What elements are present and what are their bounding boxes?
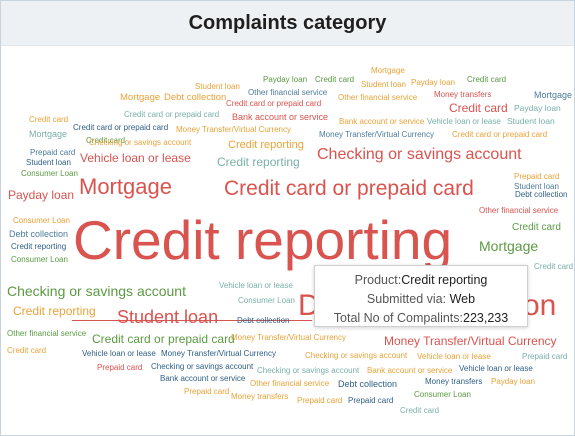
word-cloud: Mortgage Student loan Payday loan Credit ca… bbox=[1, 46, 574, 435]
tooltip-product-label: Product: bbox=[354, 273, 402, 287]
word-cloud-item[interactable]: Other financial service bbox=[250, 379, 330, 388]
word-cloud-item[interactable]: Payday loan bbox=[263, 75, 308, 84]
word-cloud-item[interactable]: Payday loan bbox=[8, 188, 75, 202]
word-cloud-item[interactable]: Consumer Loan bbox=[11, 255, 68, 264]
page-title: Complaints category bbox=[188, 11, 387, 34]
word-cloud-item[interactable]: Money Transfer/Virtual Currency bbox=[176, 125, 292, 134]
word-cloud-item[interactable]: Mortgage bbox=[479, 238, 539, 254]
word-cloud-item[interactable]: Credit card bbox=[86, 136, 126, 145]
word-cloud-item[interactable]: Prepaid card bbox=[97, 363, 143, 372]
word-cloud-item[interactable]: Debt collection bbox=[338, 379, 398, 389]
word-cloud-item[interactable]: Credit card bbox=[467, 75, 507, 84]
word-cloud-item[interactable]: Credit card bbox=[449, 101, 508, 115]
word-cloud-item[interactable]: Vehicle loan or lease bbox=[459, 364, 533, 373]
word-cloud-item[interactable]: Mortgage bbox=[371, 66, 405, 75]
word-cloud-item[interactable]: Credit reporting bbox=[73, 209, 453, 271]
word-cloud-item[interactable]: Vehicle loan or lease bbox=[219, 281, 293, 290]
word-cloud-item[interactable]: Credit reporting bbox=[217, 155, 300, 169]
word-cloud-item[interactable]: Money Transfer/Virtual Currency bbox=[161, 349, 277, 358]
word-cloud-item[interactable]: Credit reporting bbox=[228, 139, 304, 151]
word-cloud-item[interactable]: Mortgage bbox=[534, 90, 573, 100]
word-cloud-item[interactable]: Consumer Loan bbox=[21, 169, 78, 178]
word-cloud-item[interactable]: Prepaid card bbox=[30, 148, 76, 157]
word-cloud-item[interactable]: Checking or savings account bbox=[89, 138, 192, 147]
word-cloud-item[interactable]: Credit card bbox=[7, 346, 47, 355]
word-cloud-item[interactable]: Bank account or service bbox=[339, 117, 425, 126]
word-cloud-item[interactable]: Prepaid card bbox=[348, 396, 394, 405]
word-cloud-item[interactable]: Money Transfer/Virtual Currency bbox=[231, 333, 347, 342]
word-cloud-item[interactable]: Other financial service bbox=[7, 329, 87, 338]
tooltip-total-value: 223,233 bbox=[463, 311, 509, 325]
word-cloud-item[interactable]: Money transfers bbox=[425, 377, 483, 386]
tooltip-total-label: Total No of Compalints: bbox=[333, 311, 464, 325]
word-cloud-item[interactable]: Credit reporting bbox=[13, 304, 96, 318]
word-cloud-item[interactable]: Money Transfer/Virtual Currency bbox=[319, 130, 435, 139]
word-cloud-item[interactable]: Credit card bbox=[512, 222, 561, 233]
word-cloud-item[interactable]: Bank account or service bbox=[232, 112, 329, 122]
word-cloud-item[interactable]: Checking or savings account bbox=[151, 362, 254, 371]
word-cloud-item[interactable]: Payday loan bbox=[411, 78, 456, 87]
word-cloud-item[interactable]: Money transfers bbox=[434, 90, 492, 99]
word-cloud-item[interactable]: Credit card or prepaid card bbox=[226, 99, 322, 108]
word-cloud-item[interactable]: Consumer Loan bbox=[13, 216, 70, 225]
word-cloud-item[interactable]: Mortgage bbox=[79, 174, 172, 199]
word-cloud-item[interactable]: Money Transfer/Virtual Currency bbox=[384, 334, 557, 348]
word-cloud-item[interactable]: Student loan bbox=[361, 80, 406, 89]
word-cloud-item[interactable]: Vehicle loan or lease bbox=[417, 352, 491, 361]
tooltip-submitted-value: Web bbox=[449, 292, 476, 306]
word-cloud-item[interactable]: Prepaid card bbox=[297, 396, 343, 405]
panel-header: Complaints category bbox=[1, 1, 574, 46]
word-tooltip: Product:Credit reporting Submitted via: … bbox=[314, 265, 528, 327]
word-cloud-item[interactable]: on bbox=[523, 289, 557, 322]
tooltip-product-row: Product:Credit reporting bbox=[315, 271, 527, 290]
word-cloud-item[interactable]: Credit card or prepaid card bbox=[124, 110, 220, 119]
word-cloud-item[interactable]: Checking or savings account bbox=[257, 366, 360, 375]
word-cloud-item[interactable]: Checking or savings account bbox=[317, 146, 522, 163]
word-cloud-item[interactable]: Payday loan bbox=[491, 377, 536, 386]
word-cloud-item[interactable]: Student loan bbox=[117, 307, 219, 327]
word-cloud-item[interactable]: Debt collection bbox=[164, 92, 227, 103]
word-cloud-item[interactable]: Prepaid card bbox=[522, 352, 568, 361]
word-cloud-item[interactable]: Credit card or prepaid card bbox=[73, 123, 169, 132]
word-cloud-item[interactable]: Debt collection bbox=[9, 229, 69, 239]
word-cloud-item[interactable]: Other financial service bbox=[338, 93, 418, 102]
word-cloud-item[interactable]: Money transfers bbox=[231, 392, 289, 401]
word-cloud-item[interactable]: Prepaid card bbox=[514, 172, 560, 181]
tooltip-submitted-row: Submitted via: Web bbox=[315, 290, 527, 309]
word-cloud-item[interactable]: Prepaid card bbox=[184, 387, 230, 396]
word-cloud-item[interactable]: Debt collection bbox=[515, 190, 568, 199]
word-cloud-item[interactable]: Checking or savings account bbox=[7, 283, 186, 299]
word-cloud-item[interactable]: Other financial service bbox=[248, 88, 328, 97]
word-cloud-item[interactable]: Credit card bbox=[315, 75, 355, 84]
tooltip-submitted-label: Submitted via: bbox=[366, 292, 450, 306]
word-cloud-item[interactable]: Mortgage bbox=[120, 92, 161, 103]
word-cloud-item[interactable]: Other financial service bbox=[479, 206, 559, 215]
word-cloud-item[interactable]: Student loan bbox=[507, 116, 555, 126]
hover-underline bbox=[72, 320, 312, 321]
word-cloud-item[interactable]: Vehicle loan or lease bbox=[427, 117, 501, 126]
word-cloud-item[interactable]: Credit reporting bbox=[11, 242, 67, 251]
word-cloud-item[interactable]: Credit card or prepaid card bbox=[92, 332, 235, 346]
word-cloud-item[interactable]: Credit card bbox=[534, 262, 574, 271]
word-cloud-item[interactable]: Debt collection bbox=[237, 316, 290, 325]
word-cloud-item[interactable]: Consumer Loan bbox=[414, 390, 471, 399]
word-cloud-item[interactable]: Vehicle loan or lease bbox=[82, 349, 156, 358]
word-cloud-item[interactable]: Credit card bbox=[400, 406, 440, 415]
word-cloud-item[interactable]: Student loan bbox=[26, 158, 71, 167]
word-cloud-item[interactable]: Mortgage bbox=[29, 129, 68, 139]
tooltip-total-row: Total No of Compalints:223,233 bbox=[315, 309, 527, 328]
word-cloud-item[interactable]: Bank account or service bbox=[367, 366, 453, 375]
word-cloud-item[interactable]: Payday loan bbox=[514, 103, 561, 113]
word-cloud-item[interactable]: Student loan bbox=[195, 82, 240, 91]
word-cloud-item[interactable]: Vehicle loan or lease bbox=[80, 151, 191, 165]
word-cloud-item[interactable]: Consumer Loan bbox=[238, 296, 295, 305]
word-cloud-item[interactable]: Credit card or prepaid card bbox=[224, 177, 474, 200]
word-cloud-item[interactable]: Credit card or prepaid card bbox=[452, 130, 548, 139]
word-cloud-item[interactable]: Student loan bbox=[514, 182, 559, 191]
word-cloud-item[interactable]: Credit card bbox=[29, 115, 69, 124]
tooltip-product-value: Credit reporting bbox=[401, 273, 488, 287]
word-cloud-item[interactable]: Checking or savings account bbox=[305, 351, 408, 360]
word-cloud-item[interactable]: Bank account or service bbox=[160, 374, 246, 383]
